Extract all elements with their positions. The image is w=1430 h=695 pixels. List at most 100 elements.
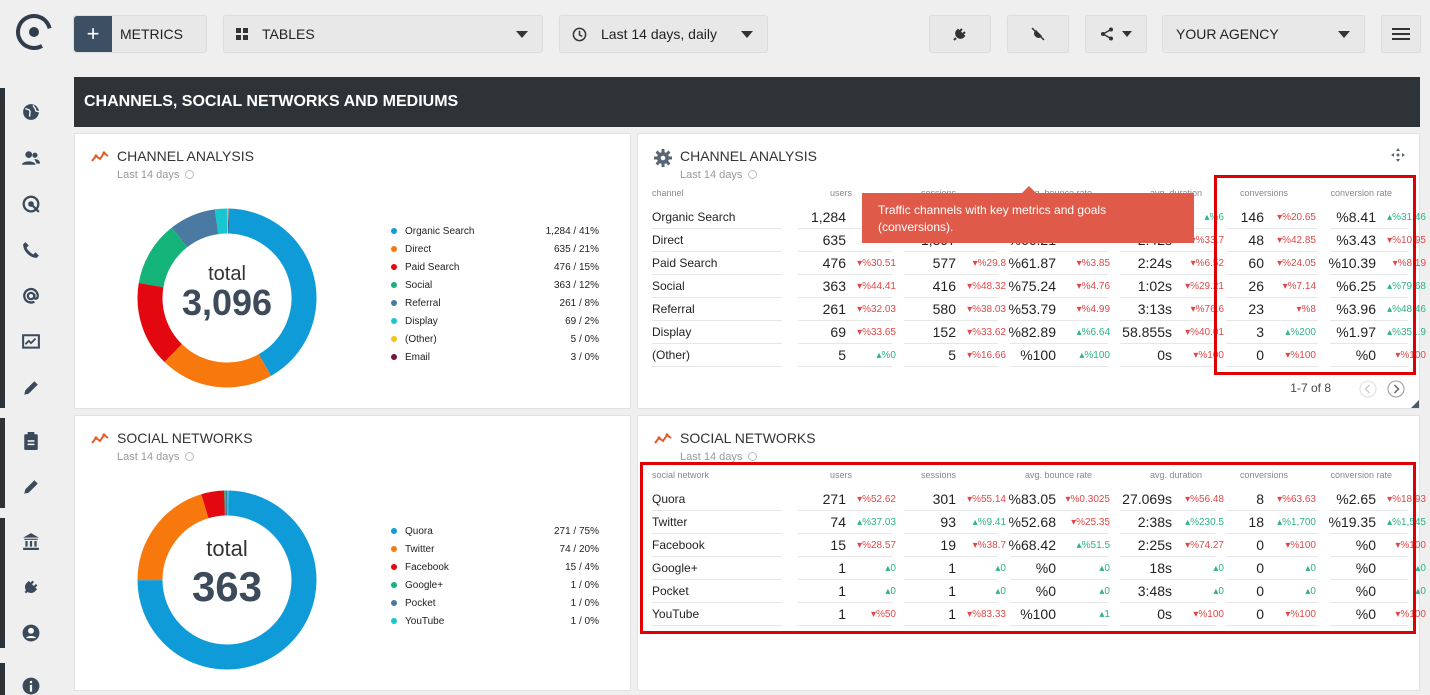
column-header[interactable]: conversion rate — [1330, 188, 1392, 198]
column-header[interactable]: social network — [652, 470, 710, 480]
donut-slice-organic-search[interactable] — [227, 208, 317, 376]
users-icon[interactable] — [22, 149, 40, 167]
bank-icon[interactable] — [22, 532, 40, 550]
trend-icon — [91, 433, 109, 444]
table-row[interactable]: YouTube 1 ▾%50 1 ▾%83.33 %100 ▴1 0s ▾%100 0 ▾%100%… — [652, 603, 1426, 626]
delta-value: ▴%9.41 — [972, 517, 1006, 528]
clipboard-icon[interactable] — [22, 432, 40, 450]
donut-slice-quora[interactable] — [137, 490, 317, 670]
share-icon — [1101, 27, 1113, 41]
donut-slice-display[interactable] — [214, 208, 228, 235]
legend-value: 74 / 20% — [559, 543, 599, 555]
date-range-dropdown[interactable]: Last 14 days, daily — [559, 15, 768, 53]
table-row[interactable]: Referral 261 ▾%32.03 580 ▾%38.03 %53.79 ▾%4.99… — [652, 298, 1426, 321]
row-divider — [1120, 625, 1216, 626]
social-legend: Quora 271 / 75% Twitter 74 / 20% Facebook 15 … — [391, 522, 599, 630]
legend-item[interactable]: (Other) 5 / 0% — [391, 330, 599, 348]
at-sign-icon[interactable] — [22, 287, 40, 305]
donut-slice-direct[interactable] — [164, 343, 272, 388]
legend-item[interactable]: Display 69 / 2% — [391, 312, 599, 330]
donut-slice-paid-search[interactable] — [137, 283, 183, 363]
column-header[interactable]: users — [829, 470, 852, 480]
plug-off-icon — [1031, 27, 1045, 41]
legend-item[interactable]: Quora 271 / 75% — [391, 522, 599, 540]
row-label: Social — [652, 279, 685, 293]
legend-swatch — [391, 282, 397, 288]
row-divider — [1226, 533, 1318, 534]
donut-slice-facebook[interactable] — [201, 490, 226, 519]
column-header[interactable]: conversions — [1239, 188, 1288, 198]
table-row[interactable]: Twitter 74 ▴%37.03 93 ▴%9.41 %52.68 ▾%25.35 2:3… — [652, 511, 1426, 534]
legend-item[interactable]: Pocket 1 / 0% — [391, 594, 599, 612]
row-divider — [904, 533, 998, 534]
column-header[interactable]: users — [829, 188, 852, 198]
delta-value: ▾%100 — [1395, 350, 1426, 361]
legend-item[interactable]: Twitter 74 / 20% — [391, 540, 599, 558]
metric-value: 1,284 — [810, 209, 846, 225]
menu-button[interactable] — [1381, 15, 1421, 53]
add-metrics-button[interactable]: + METRICS — [73, 15, 207, 53]
metric-value: 0s — [1157, 347, 1172, 363]
donut-slice-referral[interactable] — [171, 209, 219, 248]
delta-value: ▾%33.62 — [967, 327, 1006, 338]
phone-icon[interactable] — [22, 241, 40, 259]
row-divider — [1010, 510, 1108, 511]
legend-item[interactable]: Facebook 15 / 4% — [391, 558, 599, 576]
column-header[interactable]: conversions — [1239, 470, 1288, 480]
legend-item[interactable]: Social 363 / 12% — [391, 276, 599, 294]
table-row[interactable]: Pocket 1 ▴0 1 ▴0 %0 ▴0 3:48s ▴0 0 ▴0 %0 ▴0 — [652, 580, 1426, 603]
column-header[interactable]: avg. duration — [1149, 470, 1202, 480]
date-range-label: Last 14 days, daily — [601, 26, 717, 42]
app-logo[interactable] — [14, 12, 54, 52]
tables-dropdown[interactable]: TABLES — [223, 15, 543, 53]
delta-value: ▴%1,700 — [1277, 517, 1316, 528]
metric-value: 3:13s — [1137, 301, 1172, 317]
donut-slice-twitter[interactable] — [137, 494, 209, 581]
plug-icon[interactable] — [22, 578, 40, 596]
prev-page-icon[interactable] — [1359, 380, 1377, 398]
account-icon[interactable] — [22, 624, 40, 642]
donut-slice-social[interactable] — [138, 227, 188, 288]
legend-item[interactable]: YouTube 1 / 0% — [391, 612, 599, 630]
metric-value: 152 — [932, 324, 956, 340]
table-row[interactable]: (Other) 5 ▴%0 5 ▾%16.66 %100 ▴%100 0s ▾%100 0 ▾%10… — [652, 344, 1426, 367]
legend-item[interactable]: Direct 635 / 21% — [391, 240, 599, 258]
expand-icon[interactable] — [1391, 148, 1405, 162]
next-page-icon[interactable] — [1387, 380, 1405, 398]
table-row[interactable]: Display 69 ▾%33.65 152 ▾%33.62 %82.89 ▴%6.64 58… — [652, 321, 1426, 344]
metric-value: %61.87 — [1008, 255, 1056, 271]
metric-value: 363 — [822, 278, 846, 294]
column-header[interactable]: channel — [652, 188, 684, 198]
legend-item[interactable]: Google+ 1 / 0% — [391, 576, 599, 594]
legend-item[interactable]: Email 3 / 0% — [391, 348, 599, 366]
metric-value: 8 — [1256, 491, 1264, 507]
globe-icon[interactable] — [22, 103, 40, 121]
delta-value: ▾%100 — [1193, 350, 1224, 361]
chart-board-icon[interactable] — [22, 333, 40, 351]
legend-item[interactable]: Organic Search 1,284 / 41% — [391, 222, 599, 240]
column-header[interactable]: conversion rate — [1330, 470, 1392, 480]
panel-subtitle: Last 14 days — [117, 451, 195, 463]
table-row[interactable]: Google+ 1 ▴0 1 ▴0 %0 ▴0 18s ▴0 0 ▴0 %0 ▴0 — [652, 557, 1426, 580]
pen-icon[interactable] — [22, 379, 40, 397]
plug-button[interactable] — [929, 15, 991, 53]
legend-item[interactable]: Paid Search 476 / 15% — [391, 258, 599, 276]
column-header[interactable]: avg. bounce rate — [1024, 470, 1092, 480]
gear-icon[interactable] — [654, 149, 672, 167]
column-header[interactable]: sessions — [920, 470, 956, 480]
table-row[interactable]: Paid Search 476 ▾%30.51 577 ▾%29.8 %61.87 ▾%3.… — [652, 252, 1426, 275]
table-row[interactable]: Social 363 ▾%44.41 416 ▾%48.32 %75.24 ▾%4.76 1:… — [652, 275, 1426, 298]
target-click-icon[interactable] — [22, 195, 40, 213]
pen-icon[interactable] — [22, 478, 40, 496]
donut-total-value: 3,096 — [182, 282, 272, 323]
info-icon[interactable] — [22, 677, 40, 695]
table-row[interactable]: Quora 271 ▾%52.62 301 ▾%55.14 %83.05 ▾%0.3025 2… — [652, 488, 1426, 511]
legend-label: (Other) — [405, 333, 437, 345]
legend-item[interactable]: Referral 261 / 8% — [391, 294, 599, 312]
table-row[interactable]: Facebook 15 ▾%28.57 19 ▾%38.7 %68.42 ▴%51.5 2:2… — [652, 534, 1426, 557]
metric-value: %2.65 — [1336, 491, 1376, 507]
agency-dropdown[interactable]: YOUR AGENCY — [1162, 15, 1365, 53]
share-button[interactable] — [1085, 15, 1147, 53]
plug-off-button[interactable] — [1007, 15, 1069, 53]
resize-handle-icon[interactable] — [1411, 400, 1419, 408]
